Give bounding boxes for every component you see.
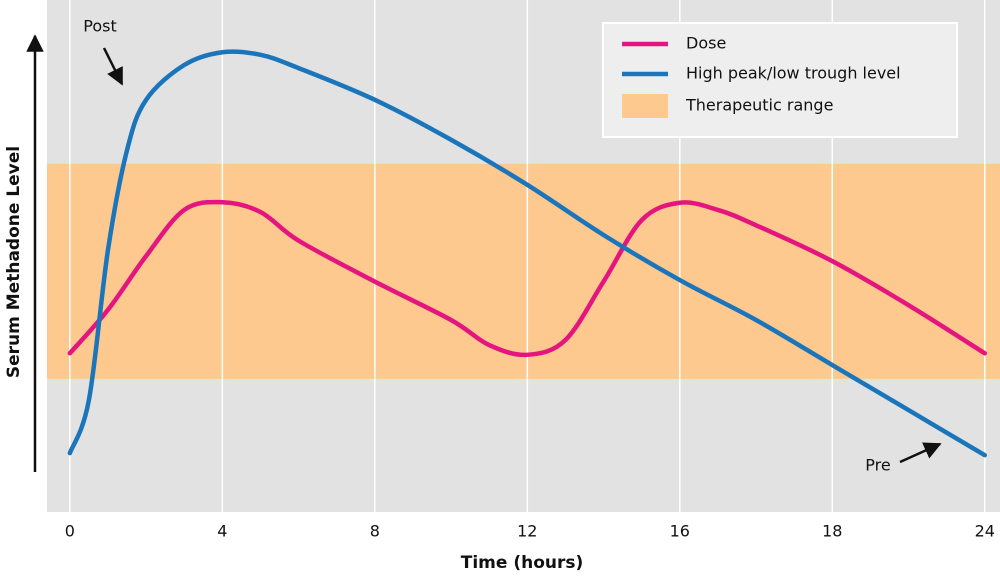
- annotation-arrow: [102, 47, 124, 86]
- annotation: Post: [83, 17, 116, 36]
- legend-label: Therapeutic range: [685, 96, 833, 115]
- legend-label: High peak/low trough level: [686, 64, 901, 83]
- x-tick-label: 12: [517, 522, 537, 541]
- x-tick-label: 16: [670, 522, 690, 541]
- annotation: Pre: [865, 456, 890, 475]
- x-axis-title: Time (hours): [461, 553, 584, 573]
- x-tick-label: 24: [975, 522, 995, 541]
- legend: Dose High peak/low trough level Therapeuti…: [602, 22, 958, 138]
- series-line: [67, 49, 988, 458]
- legend-label: Dose: [686, 34, 726, 53]
- x-tick-label: 0: [65, 522, 75, 541]
- therapeutic-band: [47, 163, 1000, 379]
- x-tick-label: 8: [370, 522, 380, 541]
- y-axis-title: Serum Methadone Level: [4, 146, 24, 378]
- x-tick-label: 18: [822, 522, 842, 541]
- annotation-arrow: [899, 442, 942, 464]
- series-line: [67, 199, 988, 358]
- x-tick-label: 4: [217, 522, 227, 541]
- legend-swatch: [622, 94, 668, 118]
